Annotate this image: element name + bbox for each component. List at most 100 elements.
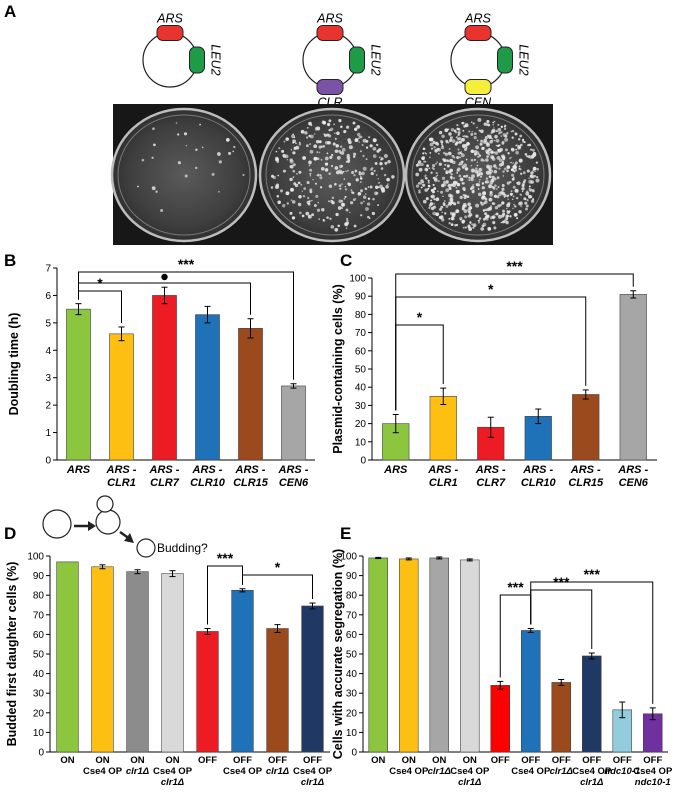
colony: [456, 124, 459, 127]
colony: [449, 136, 453, 140]
colony: [316, 208, 321, 212]
colony: [289, 177, 293, 182]
bar: [459, 559, 480, 753]
category-label: Cse4 OP: [572, 766, 612, 777]
y-tick-label: 60: [33, 630, 45, 641]
significance-label: ***: [584, 566, 601, 582]
colony: [450, 216, 455, 221]
colony: [369, 144, 373, 148]
panel-letter-c: C: [340, 251, 352, 270]
colony: [468, 210, 471, 214]
bar: [266, 628, 289, 753]
colony: [295, 142, 297, 145]
colony: [455, 186, 458, 189]
category-label: CEN6: [279, 477, 309, 489]
colony: [369, 185, 373, 189]
colony: [436, 161, 438, 163]
colony: [310, 123, 312, 126]
colony: [504, 124, 507, 127]
colony: [300, 129, 305, 134]
colony: [498, 131, 501, 135]
colony: [469, 213, 473, 217]
plasmid-element-label: ARS: [316, 12, 343, 26]
colony: [339, 187, 342, 190]
colony: [483, 138, 488, 143]
colony: [429, 204, 431, 206]
colony: [275, 157, 279, 162]
y-tick-label: 30: [33, 689, 45, 700]
colony: [492, 221, 495, 224]
bar: [398, 558, 419, 753]
colony: [470, 121, 473, 124]
colony: [281, 149, 285, 153]
colony: [298, 141, 301, 144]
panel-d: D 0 10 20 30 40 50 60 70 80 90 100 Budded first daug…: [4, 495, 333, 788]
colony: [354, 169, 358, 173]
colony: [456, 201, 460, 205]
significance-label: *: [417, 309, 423, 325]
colony: [225, 138, 230, 142]
colony: [511, 129, 515, 133]
y-tick-label: 0: [360, 456, 366, 467]
colony: [497, 144, 500, 148]
colony: [430, 188, 434, 192]
colony: [313, 156, 318, 161]
category-label: ARS -: [278, 464, 309, 476]
colony: [503, 196, 506, 198]
plasmid-element: [464, 79, 492, 95]
colony: [297, 202, 302, 207]
colony: [292, 169, 296, 173]
colony: [331, 164, 334, 168]
colony: [458, 163, 461, 166]
colony: [383, 154, 388, 158]
colony: [479, 172, 483, 176]
agar-plate: [404, 107, 552, 243]
colony: [307, 214, 312, 219]
significance-bracket: [242, 574, 313, 600]
colony: [488, 153, 491, 156]
bar: [301, 605, 324, 753]
colony: [341, 183, 343, 185]
category-label: OFF: [582, 755, 601, 766]
colony: [232, 150, 235, 153]
significance-label: ***: [178, 256, 195, 272]
colony: [315, 139, 320, 144]
category-label: CLR10: [190, 477, 226, 489]
colony: [519, 134, 523, 138]
colony: [450, 128, 455, 132]
category-label: clr1Δ: [580, 777, 603, 788]
colony: [515, 148, 518, 151]
colony: [507, 198, 510, 201]
colony: [489, 165, 493, 169]
colony: [493, 139, 496, 142]
colony: [339, 145, 343, 148]
colony: [492, 123, 495, 126]
colony: [496, 176, 500, 180]
colony: [500, 125, 504, 128]
colony: [502, 133, 507, 137]
colony: [346, 217, 349, 220]
colony: [177, 133, 180, 136]
colony: [492, 202, 496, 205]
colony: [488, 197, 493, 202]
category-label: Cse4 OP: [633, 766, 673, 777]
colony: [461, 143, 466, 148]
colony: [331, 201, 335, 205]
y-tick-label: 20: [33, 708, 45, 719]
category-label: clr1Δ: [126, 766, 149, 777]
colony: [387, 183, 389, 185]
colony: [183, 132, 188, 136]
colony: [471, 223, 474, 226]
colony: [513, 171, 516, 173]
colony: [327, 141, 331, 145]
category-label: ON: [165, 755, 179, 766]
colony: [495, 138, 500, 143]
colony: [427, 184, 431, 188]
colony: [341, 202, 345, 207]
colony: [195, 166, 198, 170]
colony: [469, 221, 472, 224]
significance-label: ***: [507, 579, 524, 595]
plasmid-circle: [302, 32, 358, 88]
colony: [365, 207, 369, 211]
plate-inner-rim: [265, 114, 399, 236]
